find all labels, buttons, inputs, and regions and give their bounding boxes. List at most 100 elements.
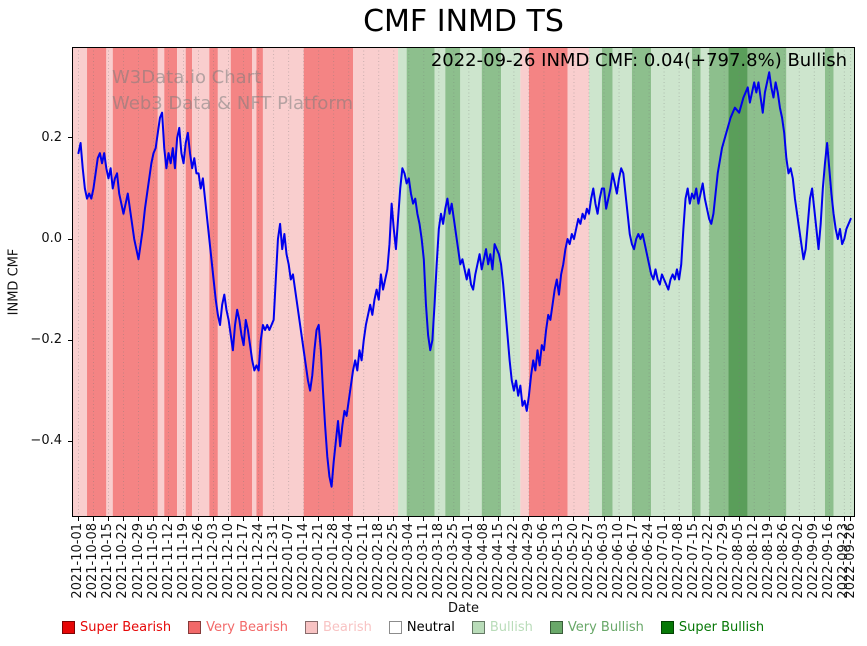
x-tick-label: 2022-08-12 <box>746 523 762 599</box>
x-tick-mark <box>618 517 620 521</box>
sentiment-band-bullish <box>700 47 710 517</box>
x-tick-label: 2022-04-29 <box>520 523 536 599</box>
x-tick-label: 2022-06-17 <box>626 523 642 599</box>
x-tick-label: 2022-04-22 <box>505 523 521 599</box>
x-tick-mark <box>228 517 230 521</box>
x-tick-label: 2022-09-09 <box>806 523 822 599</box>
x-tick-label: 2022-06-03 <box>596 523 611 599</box>
latest-value-annotation: 2022-09-26 INMD CMF: 0.04(+797.8%) Bulli… <box>430 50 847 71</box>
y-tick-mark <box>68 440 72 442</box>
x-tick-mark <box>153 517 155 521</box>
x-tick-label: 2021-10-15 <box>100 523 116 599</box>
x-tick-label: 2022-03-25 <box>445 523 461 599</box>
sentiment-band-super_bullish <box>728 47 748 517</box>
sentiment-band-very_bearish <box>230 47 253 517</box>
x-tick-mark <box>828 517 830 521</box>
x-tick-mark <box>288 517 290 521</box>
x-tick-mark <box>850 517 852 521</box>
x-tick-mark <box>513 517 515 521</box>
x-tick-label: 2021-11-12 <box>160 523 176 599</box>
x-tick-mark <box>483 517 485 521</box>
x-tick-mark <box>183 517 185 521</box>
x-tick-mark <box>77 517 79 521</box>
x-tick-label: 2022-05-13 <box>550 523 566 599</box>
legend-swatch <box>62 621 75 634</box>
x-tick-mark <box>768 517 770 521</box>
legend-label: Super Bearish <box>80 620 172 635</box>
legend-label: Very Bullish <box>567 620 644 635</box>
x-tick-label: 2022-02-18 <box>370 523 386 599</box>
x-tick-label: 2022-08-05 <box>731 523 747 599</box>
x-tick-label: 2021-12-31 <box>265 523 281 599</box>
chart-title: CMF INMD TS <box>363 4 564 39</box>
x-tick-mark <box>303 517 305 521</box>
x-tick-mark <box>648 517 650 521</box>
legend-swatch <box>660 621 674 634</box>
x-tick-mark <box>273 517 275 521</box>
legend-item-very-bullish: Very Bullish <box>549 620 644 635</box>
x-tick-mark <box>588 517 590 521</box>
x-tick-label: 2021-12-24 <box>250 523 266 599</box>
x-tick-mark <box>603 517 605 521</box>
sentiment-band-very_bullish <box>406 47 435 517</box>
sentiment-legend: Super Bearish Very Bearish Bearish Neutral B… <box>62 620 764 635</box>
x-tick-label: 2022-09-16 <box>821 523 837 599</box>
sentiment-band-very_bullish <box>691 47 701 517</box>
x-tick-mark <box>92 517 94 521</box>
sentiment-band-bearish <box>262 47 304 517</box>
x-tick-label: 2021-10-01 <box>70 523 86 599</box>
x-tick-label: 2022-07-08 <box>671 523 687 599</box>
sentiment-band-bearish <box>252 47 257 517</box>
x-tick-label: 2022-05-20 <box>565 523 581 599</box>
x-tick-label: 2022-02-25 <box>385 523 401 599</box>
sentiment-band-bearish <box>520 47 529 517</box>
legend-swatch <box>304 621 318 634</box>
x-tick-label: 2022-03-04 <box>400 523 416 599</box>
x-tick-label: 2022-01-28 <box>325 523 341 599</box>
sentiment-band-very_bullish <box>631 47 652 517</box>
x-tick-mark <box>573 517 575 521</box>
sentiment-band-bullish <box>833 47 855 517</box>
plot-area: W3Data.io Chart Web3 Data & NFT Platform… <box>72 47 855 517</box>
legend-swatch <box>188 621 202 634</box>
sentiment-band-very_bullish <box>481 47 502 517</box>
legend-label: Neutral <box>406 620 455 635</box>
x-tick-label: 2022-06-10 <box>611 523 627 599</box>
x-tick-label: 2022-02-04 <box>340 523 356 599</box>
x-tick-mark <box>423 517 425 521</box>
x-tick-mark <box>453 517 455 521</box>
x-tick-mark <box>138 517 139 521</box>
x-tick-mark <box>213 517 215 521</box>
sentiment-band-bearish <box>567 47 589 517</box>
x-tick-label: 2022-03-11 <box>415 523 431 599</box>
sentiment-band-very_bullish <box>747 47 787 517</box>
legend-item-super-bearish: Super Bearish <box>62 620 171 635</box>
x-tick-label: 2021-11-26 <box>190 523 206 599</box>
sentiment-band-bullish <box>501 47 521 517</box>
sentiment-band-very_bearish <box>185 47 193 517</box>
x-tick-label: 2022-01-21 <box>310 523 326 599</box>
sentiment-band-bearish <box>106 47 113 517</box>
sentiment-band-very_bearish <box>112 47 158 517</box>
x-tick-mark <box>498 517 500 521</box>
x-tick-mark <box>543 517 545 521</box>
x-tick-mark <box>107 517 109 521</box>
x-tick-label: 2021-12-03 <box>205 523 221 599</box>
x-tick-mark <box>753 517 755 521</box>
x-tick-mark <box>528 517 530 521</box>
x-tick-label: 2022-04-01 <box>460 523 476 599</box>
x-tick-label: 2022-06-24 <box>641 523 657 599</box>
legend-item-neutral: Neutral <box>388 620 455 635</box>
sentiment-band-bullish <box>434 47 446 517</box>
x-tick-label: 2022-03-18 <box>430 523 446 599</box>
x-tick-label: 2022-07-15 <box>686 523 702 599</box>
x-axis-label: Date <box>447 601 480 616</box>
x-tick-mark <box>468 517 470 521</box>
legend-label: Super Bullish <box>678 620 765 635</box>
x-tick-label: 2022-07-29 <box>716 523 732 599</box>
cmf-line <box>77 71 852 488</box>
x-tick-label: 2022-02-11 <box>355 523 371 599</box>
sentiment-band-bearish <box>217 47 231 517</box>
sentiment-band-bullish <box>786 47 825 517</box>
